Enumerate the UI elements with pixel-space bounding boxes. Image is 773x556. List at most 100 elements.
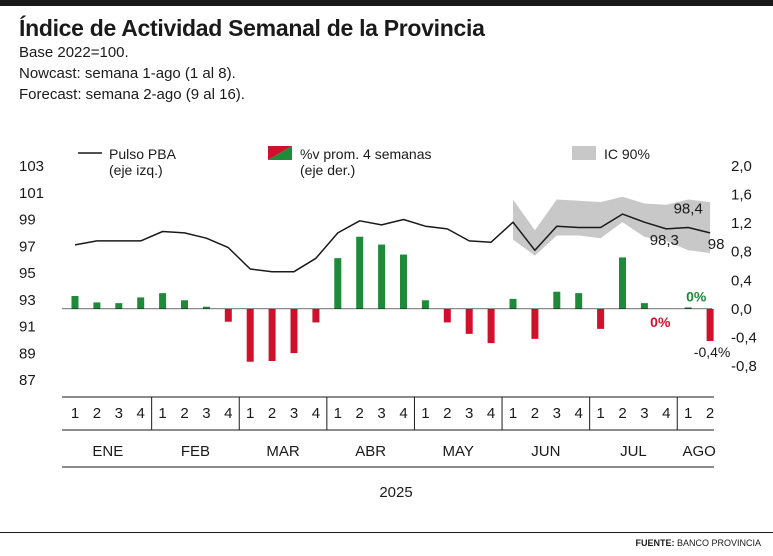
bar-pct-change: [421, 300, 429, 309]
left-axis-tick: 93: [19, 292, 36, 309]
right-axis-tick: -0,4: [731, 329, 757, 346]
bar-pct-change: [115, 303, 123, 309]
x-tick-week: 1: [71, 405, 79, 422]
x-tick-week: 1: [246, 405, 254, 422]
bar-pct-change: [509, 298, 517, 309]
bar-pct-change: [640, 303, 648, 309]
data-label: 98,3: [650, 232, 679, 249]
right-axis-tick: 0,8: [731, 244, 752, 261]
x-tick-month: MAY: [443, 443, 474, 460]
x-tick-week: 4: [312, 405, 320, 422]
bar-pct-change: [246, 308, 254, 362]
bar-pct-change: [706, 308, 714, 341]
bar-pct-change: [531, 308, 539, 339]
left-axis-tick: 89: [19, 345, 36, 362]
legend-band-label: IC 90%: [604, 146, 650, 162]
x-tick-week: 2: [443, 405, 451, 422]
left-axis-tick: 101: [19, 185, 44, 202]
legend-line-label: Pulso PBA: [109, 146, 177, 162]
x-tick-week: 1: [509, 405, 517, 422]
x-tick-week: 3: [290, 405, 298, 422]
legend-band-swatch: [572, 146, 596, 160]
left-axis-tick: 99: [19, 212, 36, 229]
x-tick-week: 2: [531, 405, 539, 422]
legend-bars-swatch-pos: [268, 146, 292, 160]
bar-pct-change: [290, 308, 298, 354]
left-axis-tick: 97: [19, 238, 36, 255]
x-tick-week: 1: [421, 405, 429, 422]
bar-pct-change: [312, 308, 320, 323]
x-tick-week: 3: [553, 405, 561, 422]
right-axis-tick: 0,4: [731, 272, 752, 289]
left-axis-tick: 103: [19, 158, 44, 175]
left-axis-tick: 87: [19, 372, 36, 389]
bottom-rule: [0, 532, 773, 533]
confidence-band: [513, 196, 711, 256]
x-tick-week: 3: [202, 405, 210, 422]
x-tick-month: MAR: [266, 443, 300, 460]
x-tick-week: 3: [640, 405, 648, 422]
x-tick-week: 2: [618, 405, 626, 422]
bar-pct-change: [181, 300, 188, 309]
x-tick-week: 3: [377, 405, 385, 422]
subtitle-base: Base 2022=100.: [19, 44, 129, 61]
x-tick-week: 4: [224, 405, 232, 422]
bar-pct-change: [268, 308, 276, 361]
right-axis-tick: 2,0: [731, 158, 752, 175]
right-axis-tick: 0,0: [731, 301, 752, 318]
left-axis-tick: 95: [19, 265, 36, 282]
x-tick-month: JUL: [620, 443, 647, 460]
data-label: 98: [708, 236, 725, 253]
bar-pct-change: [356, 236, 364, 309]
line-pulso-pba: [74, 213, 711, 273]
x-tick-week: 1: [158, 405, 166, 422]
left-axis-tick: 91: [19, 319, 36, 336]
bar-pct-change: [93, 302, 101, 309]
subtitle-forecast: Forecast: semana 2-ago (9 al 16).: [19, 86, 245, 103]
x-tick-week: 2: [356, 405, 364, 422]
source-label: FUENTE:: [635, 538, 675, 548]
x-tick-week: 2: [268, 405, 276, 422]
x-tick-month: ABR: [355, 443, 386, 460]
chart-canvas: Pulso PBA(eje izq.) %v prom. 4 semanas(ej…: [19, 146, 757, 501]
x-tick-week: 3: [115, 405, 123, 422]
bar-pct-change: [334, 258, 342, 309]
data-label: -0,4%: [694, 344, 731, 360]
bar-pct-change: [619, 257, 626, 309]
data-label: 0%: [686, 288, 707, 304]
x-tick-week: 1: [684, 405, 692, 422]
x-tick-week: 1: [596, 405, 604, 422]
right-axis-tick: -0,8: [731, 358, 757, 375]
bar-pct-change: [224, 308, 232, 322]
x-tick-week: 4: [399, 405, 407, 422]
x-tick-week: 2: [93, 405, 101, 422]
right-axis-tick: 1,2: [731, 215, 752, 232]
chart-title: Índice de Actividad Semanal de la Provin…: [19, 15, 485, 41]
subtitle-nowcast: Nowcast: semana 1-ago (1 al 8).: [19, 65, 236, 82]
x-tick-month: FEB: [181, 443, 210, 460]
bar-pct-change: [465, 308, 473, 334]
bar-pct-change: [684, 307, 692, 309]
right-axis-tick: 1,6: [731, 187, 752, 204]
x-tick-week: 1: [334, 405, 342, 422]
bar-pct-change: [597, 308, 605, 329]
x-tick-week: 4: [662, 405, 670, 422]
legend-bars-label: %v prom. 4 semanas: [300, 146, 432, 162]
bar-pct-change: [202, 306, 210, 309]
bar-pct-change: [137, 297, 145, 309]
data-label: 98,4: [674, 201, 703, 218]
x-tick-week: 2: [706, 405, 714, 422]
bar-pct-change: [378, 244, 386, 309]
x-tick-month: JUN: [531, 443, 560, 460]
x-tick-week: 4: [487, 405, 495, 422]
top-rule: [0, 0, 773, 6]
x-tick-week: 4: [575, 405, 583, 422]
x-axis-year: 2025: [379, 484, 412, 501]
bar-pct-change: [575, 293, 583, 309]
bar-pct-change: [400, 254, 407, 309]
x-tick-month: AGO: [682, 443, 715, 460]
x-tick-week: 4: [137, 405, 145, 422]
bar-pct-change: [553, 291, 561, 309]
bar-pct-change: [487, 308, 495, 344]
bar-pct-change: [159, 293, 167, 309]
